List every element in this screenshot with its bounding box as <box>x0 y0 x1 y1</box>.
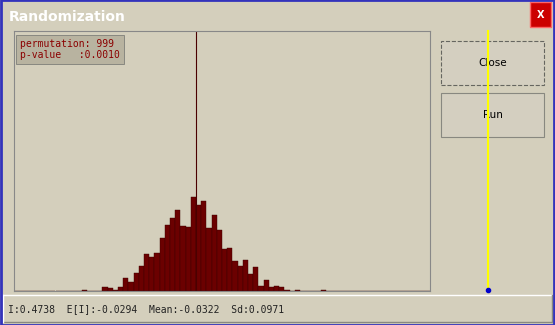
Bar <box>274 286 279 291</box>
Bar <box>165 225 170 291</box>
Bar <box>227 248 233 291</box>
Bar <box>217 230 222 291</box>
Bar <box>180 226 185 291</box>
Bar <box>243 260 248 291</box>
Bar <box>108 288 113 291</box>
Bar <box>118 287 123 291</box>
Text: Run: Run <box>483 111 502 120</box>
Bar <box>206 228 211 291</box>
Bar <box>128 282 134 291</box>
Bar <box>253 267 259 291</box>
Bar <box>295 290 300 291</box>
Bar <box>102 287 108 291</box>
Text: X: X <box>537 10 544 20</box>
Bar <box>269 287 274 291</box>
Bar <box>185 227 191 291</box>
Bar <box>211 215 217 291</box>
Bar <box>248 274 253 291</box>
Bar <box>170 218 175 291</box>
Bar <box>144 254 149 291</box>
Bar <box>238 266 243 291</box>
Bar <box>233 261 238 291</box>
FancyBboxPatch shape <box>441 93 544 137</box>
Bar <box>279 287 284 291</box>
Text: Close: Close <box>478 58 507 68</box>
Bar <box>82 290 87 291</box>
FancyBboxPatch shape <box>530 2 551 27</box>
Text: permutation: 999
p-value   :0.0010: permutation: 999 p-value :0.0010 <box>20 39 120 60</box>
FancyBboxPatch shape <box>441 41 544 85</box>
Bar <box>154 253 160 291</box>
Bar <box>259 286 264 291</box>
Bar <box>134 273 139 291</box>
Bar <box>175 210 180 291</box>
Bar <box>160 238 165 291</box>
Bar <box>222 249 227 291</box>
Bar <box>321 290 326 291</box>
Bar <box>149 257 154 291</box>
Bar <box>139 266 144 291</box>
Bar <box>113 290 118 291</box>
Bar <box>264 280 269 291</box>
Bar <box>191 197 196 291</box>
Bar <box>284 290 290 291</box>
Bar <box>123 278 128 291</box>
Text: I:0.4738  E[I]:-0.0294  Mean:-0.0322  Sd:0.0971: I:0.4738 E[I]:-0.0294 Mean:-0.0322 Sd:0.… <box>8 305 285 314</box>
Bar <box>196 205 201 291</box>
Bar <box>201 201 206 291</box>
Text: Randomization: Randomization <box>8 10 125 24</box>
